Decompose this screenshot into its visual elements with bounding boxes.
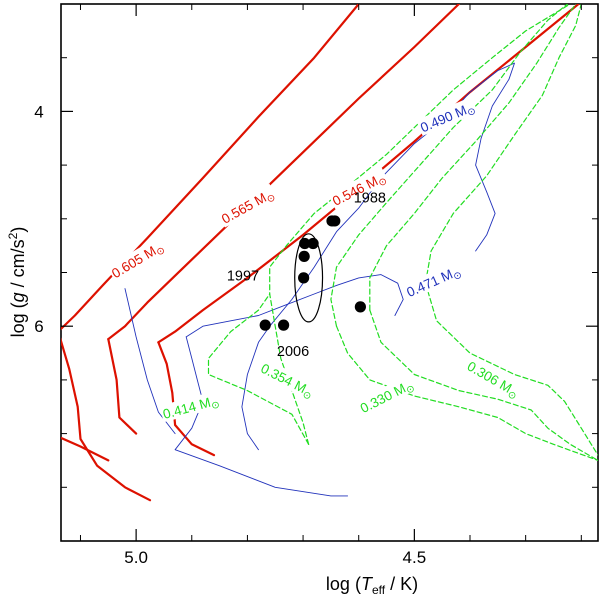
observation-point-7 xyxy=(298,272,310,284)
track-0-490-m-low xyxy=(241,325,271,451)
observation-point-1 xyxy=(354,301,366,313)
track-0-605-m xyxy=(61,4,360,331)
track-0-471-m-low xyxy=(174,336,349,497)
y-axis-label: log (g / cm/s2) xyxy=(6,227,28,338)
x-tick-label: 5.0 xyxy=(124,548,148,567)
track-0-330-m xyxy=(369,4,577,311)
track-0-605-m-hook xyxy=(61,337,152,502)
obs-label-layer: 1988 1997 2006 xyxy=(227,190,386,360)
track-0-471-m xyxy=(185,274,404,338)
track-0-354-m xyxy=(330,4,568,327)
x-tick-label: 4.5 xyxy=(403,548,427,567)
track-0-354-m-low xyxy=(335,325,598,461)
track-0-605-m-low xyxy=(61,436,110,462)
plot-frame xyxy=(60,3,599,542)
track-0-565-m-hook xyxy=(107,338,138,435)
track-0-546-m xyxy=(157,4,580,344)
y-tick-label: 4 xyxy=(34,102,43,121)
track-0-306-m-low xyxy=(424,282,598,456)
track-0-414-m-low xyxy=(207,293,310,445)
series-layer xyxy=(61,4,598,502)
track-0-490-m xyxy=(269,62,515,327)
observation-point-9 xyxy=(259,319,271,331)
tick-layer: 5.0 4.5 4 6 xyxy=(34,4,598,567)
track-0-306-m xyxy=(424,4,582,284)
observation-ellipse xyxy=(294,233,324,323)
points-layer xyxy=(259,215,366,331)
ellipse-layer xyxy=(294,233,324,323)
observation-point-8 xyxy=(277,319,290,331)
observation-point-5 xyxy=(299,237,311,250)
observation-label-1988: 1988 xyxy=(354,190,386,206)
observation-point-4 xyxy=(307,237,319,250)
track-0-330-m-low xyxy=(369,309,598,461)
observation-point-6 xyxy=(298,250,310,262)
y-tick-label: 6 xyxy=(34,317,43,336)
observation-label-2006: 2006 xyxy=(277,344,309,360)
x-axis-label: log (Teff / K) xyxy=(326,574,418,597)
observation-label-1997: 1997 xyxy=(227,269,259,285)
observation-point-3 xyxy=(326,215,338,227)
